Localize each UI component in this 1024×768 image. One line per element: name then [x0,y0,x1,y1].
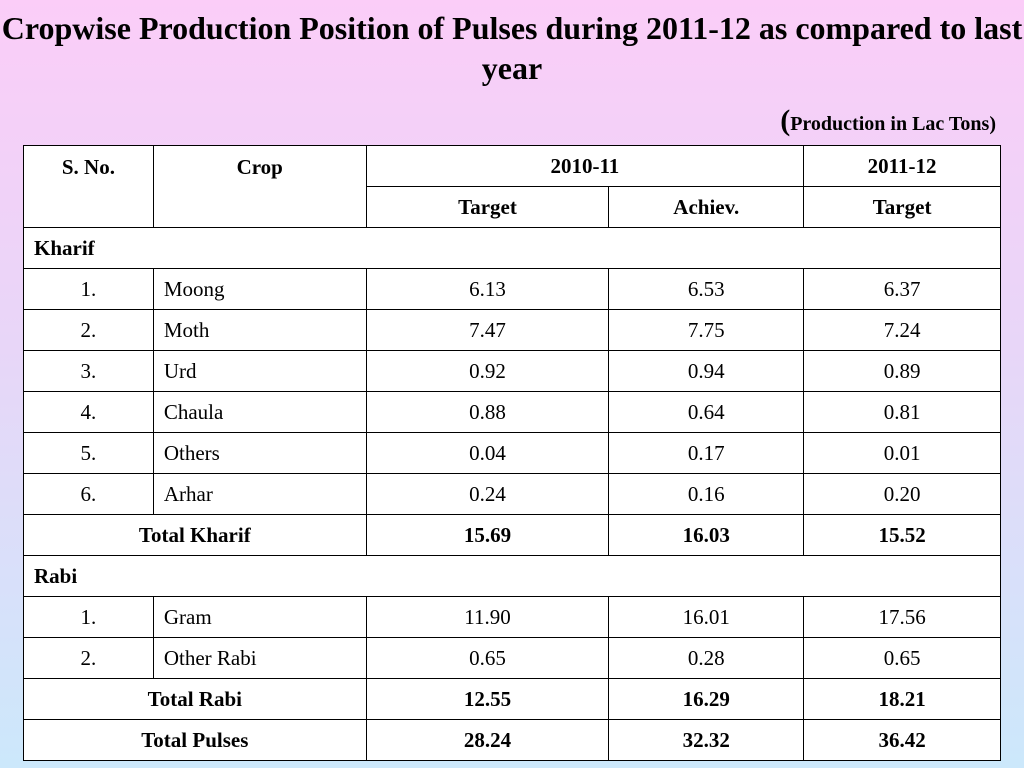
header-crop: Crop [152,145,367,228]
section-row-kharif: Kharif [23,227,1001,269]
cell-target-2011-12: 6.37 [803,268,1001,310]
cell-crop: Moong [152,268,367,310]
cell-target-2011-12: 0.65 [803,637,1001,679]
header-target-2010-11: Target [365,186,610,228]
header-row-1: S. No. Crop 2010-11 2011-12 [23,145,1001,228]
unit-note-paren: ( [780,104,791,137]
cell-sno: 2. [23,309,154,351]
table-row: 5. Others 0.04 0.17 0.01 [23,432,1001,474]
total-kharif-target-2010-11: 15.69 [365,514,610,556]
section-label-kharif: Kharif [23,227,1001,269]
cell-achiev-2010-11: 0.17 [608,432,805,474]
cell-sno: 4. [23,391,154,433]
total-pulses-target-2010-11: 28.24 [365,719,610,761]
cell-crop: Urd [152,350,367,392]
cell-crop: Other Rabi [152,637,367,679]
table-row: 2. Moth 7.47 7.75 7.24 [23,309,1001,351]
total-row-rabi: Total Rabi 12.55 16.29 18.21 [23,678,1001,720]
total-rabi-target-2011-12: 18.21 [803,678,1001,720]
cell-target-2011-12: 17.56 [803,596,1001,638]
total-row-pulses: Total Pulses 28.24 32.32 36.42 [23,719,1001,761]
cell-achiev-2010-11: 6.53 [608,268,805,310]
header-sno: S. No. [23,145,154,228]
table-row: 1. Gram 11.90 16.01 17.56 [23,596,1001,638]
cell-target-2010-11: 0.92 [365,350,610,392]
cell-sno: 2. [23,637,154,679]
cell-sno: 5. [23,432,154,474]
cell-achiev-2010-11: 0.16 [608,473,805,515]
section-label-rabi: Rabi [23,555,1001,597]
cell-target-2010-11: 0.65 [365,637,610,679]
cell-target-2010-11: 0.24 [365,473,610,515]
cell-target-2010-11: 0.88 [365,391,610,433]
total-kharif-target-2011-12: 15.52 [803,514,1001,556]
section-row-rabi: Rabi [23,555,1001,597]
cell-sno: 1. [23,596,154,638]
cell-crop: Others [152,432,367,474]
header-year-2011-12: 2011-12 [803,145,1001,187]
cell-achiev-2010-11: 0.64 [608,391,805,433]
cell-achiev-2010-11: 0.94 [608,350,805,392]
total-label-pulses: Total Pulses [23,719,367,761]
cell-target-2010-11: 6.13 [365,268,610,310]
cell-crop: Arhar [152,473,367,515]
total-kharif-achiev-2010-11: 16.03 [608,514,805,556]
total-rabi-achiev-2010-11: 16.29 [608,678,805,720]
cell-crop: Moth [152,309,367,351]
cell-target-2010-11: 0.04 [365,432,610,474]
cell-target-2011-12: 0.20 [803,473,1001,515]
cell-achiev-2010-11: 16.01 [608,596,805,638]
cell-crop: Gram [152,596,367,638]
total-label-rabi: Total Rabi [23,678,367,720]
table-row: 2. Other Rabi 0.65 0.28 0.65 [23,637,1001,679]
pulses-production-table: S. No. Crop 2010-11 2011-12 Target Achie… [23,145,1001,761]
total-row-kharif: Total Kharif 15.69 16.03 15.52 [23,514,1001,556]
cell-target-2010-11: 7.47 [365,309,610,351]
total-label-kharif: Total Kharif [23,514,367,556]
table-row: 6. Arhar 0.24 0.16 0.20 [23,473,1001,515]
page-title: Cropwise Production Position of Pulses d… [1,10,1023,86]
cell-target-2011-12: 0.81 [803,391,1001,433]
total-rabi-target-2010-11: 12.55 [365,678,610,720]
cell-achiev-2010-11: 0.28 [608,637,805,679]
cell-sno: 6. [23,473,154,515]
header-year-2010-11: 2010-11 [365,145,805,187]
cell-target-2010-11: 11.90 [365,596,610,638]
unit-note-text: Production in Lac Tons) [790,113,996,135]
cell-sno: 1. [23,268,154,310]
cell-target-2011-12: 7.24 [803,309,1001,351]
unit-note: (Production in Lac Tons) [780,104,996,141]
total-pulses-target-2011-12: 36.42 [803,719,1001,761]
header-row-2: Target Achiev. Target [24,186,1001,228]
header-achiev-2010-11: Achiev. [608,186,805,228]
cell-crop: Chaula [152,391,367,433]
cell-achiev-2010-11: 7.75 [608,309,805,351]
table-row: 1. Moong 6.13 6.53 6.37 [23,268,1001,310]
cell-target-2011-12: 0.89 [803,350,1001,392]
cell-sno: 3. [23,350,154,392]
table-row: 4. Chaula 0.88 0.64 0.81 [23,391,1001,433]
table-row: 3. Urd 0.92 0.94 0.89 [23,350,1001,392]
total-pulses-achiev-2010-11: 32.32 [608,719,805,761]
cell-target-2011-12: 0.01 [803,432,1001,474]
header-target-2011-12: Target [803,186,1001,228]
